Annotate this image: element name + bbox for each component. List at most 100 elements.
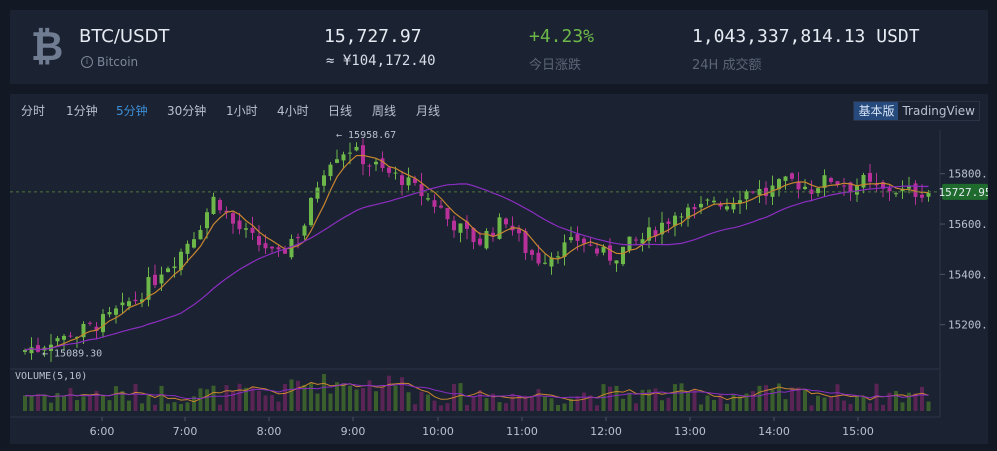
volume-bar xyxy=(569,398,573,411)
volume-bar xyxy=(757,385,762,411)
volume-bar xyxy=(101,395,105,411)
candle-body xyxy=(231,213,235,224)
volume-ma5-line xyxy=(24,381,929,403)
candle-body xyxy=(465,221,469,229)
volume-bar xyxy=(244,387,248,411)
candle-body xyxy=(419,184,424,197)
candle-body xyxy=(595,248,599,254)
candle-body xyxy=(777,179,781,190)
volume-bar xyxy=(848,403,853,411)
volume-bar xyxy=(380,386,385,411)
volume-bar xyxy=(543,396,547,411)
bitcoin-icon: ₿ xyxy=(30,24,64,70)
volume-bar xyxy=(263,395,268,411)
candle-body xyxy=(523,231,528,253)
candle-body xyxy=(517,229,521,234)
candle-body xyxy=(536,252,541,264)
candle-body xyxy=(809,189,814,194)
volume-bar xyxy=(549,398,554,411)
timeframe-tab[interactable]: 日线 xyxy=(328,104,353,118)
volume-bar xyxy=(653,388,658,411)
last-price-label: 15727.95 xyxy=(939,186,988,199)
candle-body xyxy=(647,227,651,241)
candle-body xyxy=(367,165,372,167)
candle-body xyxy=(783,176,788,181)
volume-bar xyxy=(276,401,281,411)
candle-body xyxy=(634,239,638,241)
tradingview-button[interactable]: TradingView xyxy=(902,104,975,118)
volume-bar xyxy=(49,402,53,411)
timeframe-tab[interactable]: 4小时 xyxy=(277,104,309,118)
coin-name[interactable]: i Bitcoin xyxy=(81,55,138,69)
candle-body xyxy=(543,262,547,264)
basic-view-button[interactable]: 基本版 xyxy=(854,102,899,120)
x-tick-label: 10:00 xyxy=(422,425,454,438)
timeframe-tab[interactable]: 月线 xyxy=(416,104,441,118)
volume-bar xyxy=(458,383,463,411)
candle-body xyxy=(302,225,307,236)
volume-bar xyxy=(881,404,885,411)
volume-bar xyxy=(309,383,313,411)
candle-body xyxy=(855,185,859,195)
candle-body xyxy=(751,191,755,193)
timeframe-tab[interactable]: 30分钟 xyxy=(167,104,207,118)
coin-name-label: Bitcoin xyxy=(97,55,139,69)
ticker-header: ₿ BTC/USDT i Bitcoin 15,727.97 ≈ ¥104,17… xyxy=(10,10,988,84)
candle-body xyxy=(705,199,710,201)
timeframe-tab[interactable]: 1分钟 xyxy=(66,104,98,118)
candle-body xyxy=(894,193,898,195)
volume-bar xyxy=(627,392,632,411)
candle-body xyxy=(744,191,749,200)
volume-bar xyxy=(484,398,489,411)
volume-bar xyxy=(835,384,840,411)
candle-body xyxy=(348,152,352,154)
candle-body xyxy=(172,266,177,269)
volume-bar xyxy=(42,394,47,411)
volume-bar xyxy=(712,399,716,411)
candle-body xyxy=(530,250,534,255)
candle-body xyxy=(822,175,827,188)
timeframe-tab-active[interactable]: 5分钟 xyxy=(116,104,148,118)
volume-bar xyxy=(764,385,768,411)
price-cny: ≈ ¥104,172.40 xyxy=(326,53,436,69)
candle-body xyxy=(127,301,131,307)
daily-change-label: 今日涨跌 xyxy=(529,58,582,73)
candle-body xyxy=(400,175,404,186)
candle-body xyxy=(497,217,502,239)
timeframe-tab[interactable]: 分时 xyxy=(21,104,46,118)
volume-bar xyxy=(172,402,177,411)
volume-bar xyxy=(23,395,27,411)
volume-bar xyxy=(465,404,469,411)
candle-body xyxy=(55,338,60,342)
candle-body xyxy=(562,242,567,257)
volume-bar xyxy=(374,391,378,411)
candle-body xyxy=(907,185,911,189)
volume-bar xyxy=(127,400,131,411)
candle-body xyxy=(133,299,138,302)
candle-body xyxy=(816,188,820,194)
volume-bar xyxy=(205,389,209,411)
candlestick-chart[interactable]: 15200.00 15400.00 15600.00 15800.00 6:00 7:00… xyxy=(10,94,988,444)
chart-panel: 15200.00 15400.00 15600.00 15800.00 6:00 7:00… xyxy=(10,94,988,444)
candle-body xyxy=(211,196,216,214)
volume-bar xyxy=(803,388,807,411)
candle-body xyxy=(218,200,222,211)
x-tick-label: 9:00 xyxy=(341,425,366,438)
last-price: 15,727.97 xyxy=(324,26,422,47)
volume-bar xyxy=(62,395,66,411)
candle-body xyxy=(166,268,170,273)
timeframe-tab[interactable]: 1小时 xyxy=(226,104,258,118)
x-tick-label: 12:00 xyxy=(590,425,622,438)
x-tick-label: 15:00 xyxy=(842,425,874,438)
candle-body xyxy=(374,161,378,165)
volume-bar xyxy=(738,396,742,411)
candle-body xyxy=(94,326,99,331)
volume-bar xyxy=(179,403,183,411)
candle-body xyxy=(679,216,684,218)
candle-body xyxy=(757,189,762,195)
candle-body xyxy=(718,203,723,207)
volume-bar xyxy=(88,395,92,411)
timeframe-tab[interactable]: 周线 xyxy=(372,104,397,118)
candle-body xyxy=(575,234,580,241)
chart-toolbar: 分时 1分钟 5分钟 30分钟 1小时 4小时 日线 周线 月线 基本版 Tra… xyxy=(10,94,988,126)
